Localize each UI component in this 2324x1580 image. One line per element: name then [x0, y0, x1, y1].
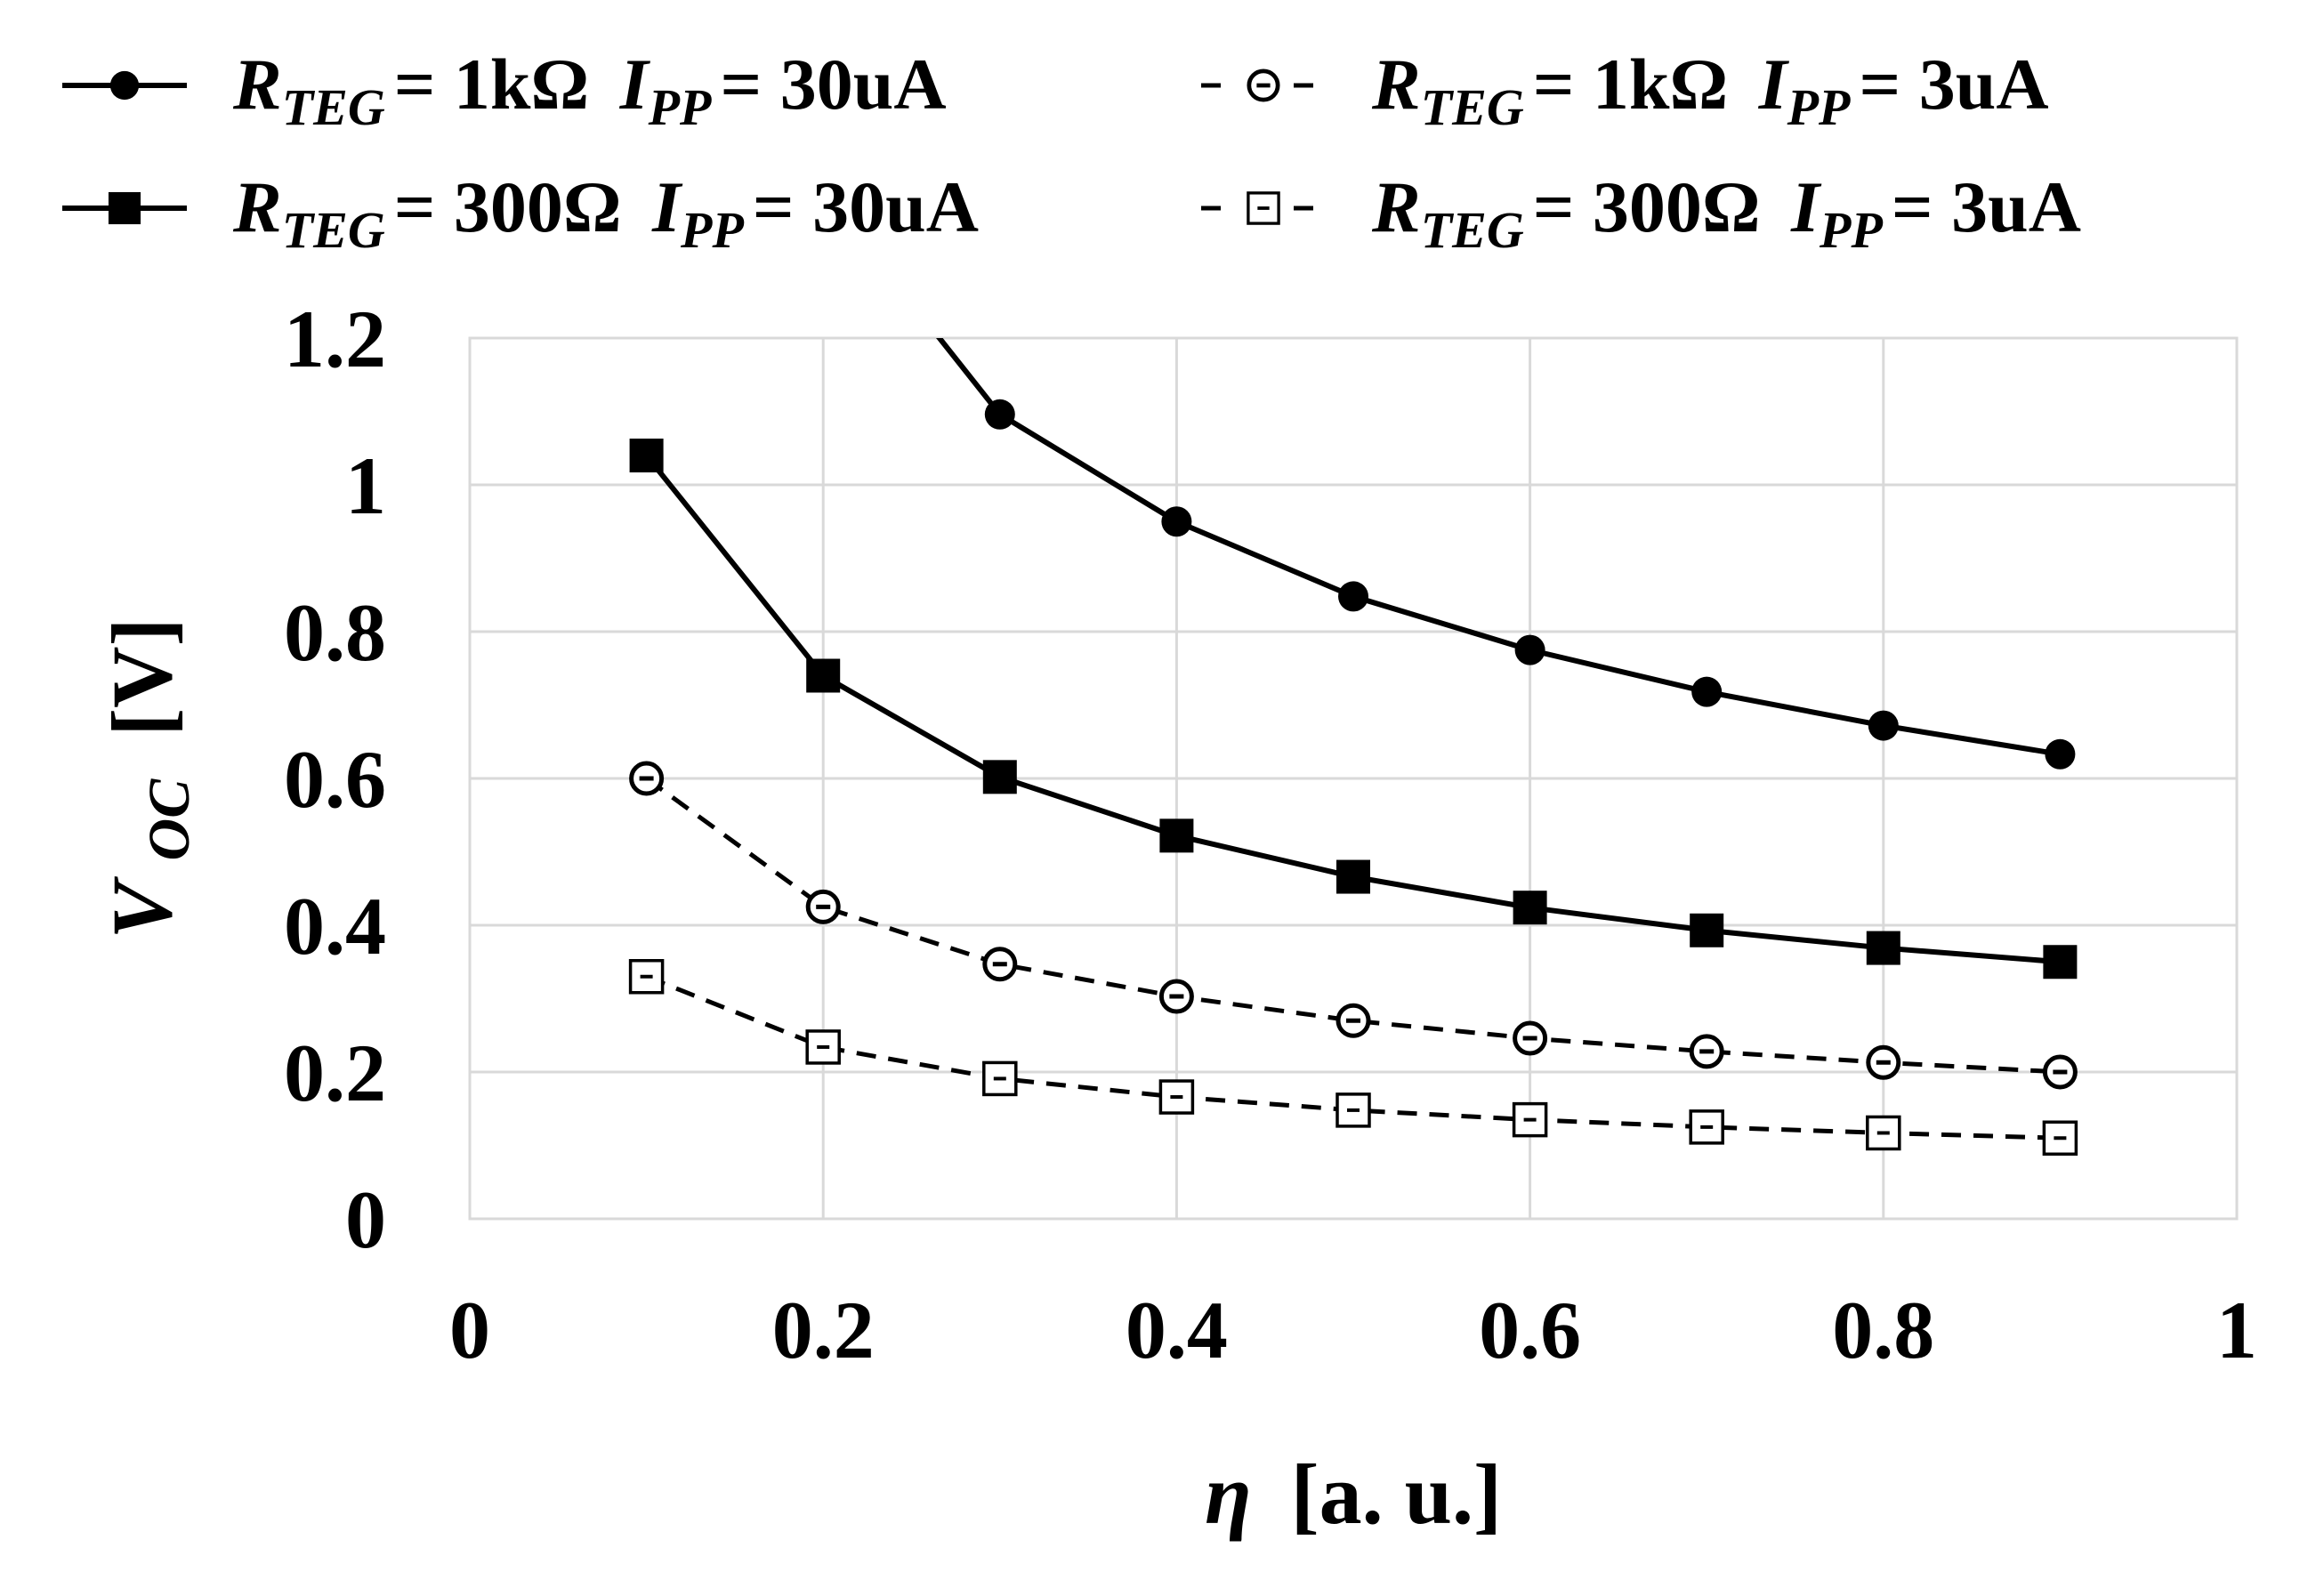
data-point-s1 [1161, 506, 1192, 537]
data-point-s2 [1158, 979, 1194, 1014]
data-point-s1 [1691, 676, 1723, 707]
legend-item-4: RTEG = 300Ω IPP = 3uA [1201, 166, 2081, 259]
y-tick-label: 0 [345, 1174, 386, 1265]
data-point-s4 [1689, 1109, 1724, 1145]
data-point-s1 [1514, 634, 1545, 665]
data-point-s2 [982, 947, 1018, 982]
x-axis-unit: [a. u.] [1291, 1447, 1502, 1542]
data-point-s4 [628, 959, 665, 995]
legend-label: RTEG = 300Ω IPP = 3uA [1371, 166, 2081, 259]
legend-marker [108, 191, 141, 225]
series-line-4 [645, 974, 2061, 1141]
x-tick-label: 1 [2216, 1285, 2257, 1375]
data-point-s1 [2045, 738, 2076, 770]
legend-label: RTEG = 1kΩ IPP = 3uA [1371, 44, 2049, 136]
data-point-s2 [1335, 1003, 1371, 1038]
legend-marker [1247, 191, 1280, 225]
legend-marker [109, 70, 140, 101]
y-tick-label: 0.6 [284, 734, 386, 825]
data-point-s2 [2042, 1054, 2078, 1090]
x-tick-label: 0 [449, 1285, 490, 1375]
data-point-s2 [1689, 1034, 1724, 1069]
legend-item-3: RTEG = 300Ω IPP = 30uA [62, 166, 979, 259]
y-tick-label: 1.2 [284, 294, 386, 384]
data-point-s4 [2042, 1120, 2078, 1156]
data-point-s4 [982, 1060, 1018, 1097]
y-tick-label: 0.4 [284, 881, 386, 971]
data-point-s3 [1513, 891, 1547, 925]
data-point-s4 [1335, 1092, 1371, 1128]
data-point-s3 [2043, 945, 2078, 979]
x-tick-labels: 0 0.2 0.4 0.6 0.8 1 [449, 1285, 2257, 1375]
data-point-s4 [1866, 1115, 1901, 1151]
x-axis-symbol: η [1205, 1447, 1252, 1542]
data-point-s2 [1513, 1020, 1548, 1056]
data-point-s4 [1512, 1101, 1548, 1138]
x-tick-label: 0.6 [1479, 1285, 1581, 1375]
series-line-2 [645, 776, 2061, 1075]
data-point-s2 [629, 761, 665, 796]
x-axis-title: η [a. u.] [1205, 1447, 1502, 1542]
y-axis-symbol: V [94, 875, 190, 939]
y-axis-title: V OC [V] [94, 618, 207, 939]
legend-item-2: RTEG = 1kΩ IPP = 3uA [1201, 44, 2049, 136]
y-tick-label: 1 [345, 440, 386, 531]
y-tick-label: 0.2 [284, 1028, 386, 1118]
data-point-s3 [1690, 913, 1724, 947]
x-tick-label: 0.8 [1832, 1285, 1934, 1375]
data-point-s4 [1158, 1079, 1195, 1115]
legend-marker [1247, 69, 1280, 102]
data-point-s1 [1338, 581, 1368, 612]
y-axis-subscript: OC [137, 778, 202, 861]
data-point-s3 [806, 658, 841, 693]
markers-layer [628, 399, 2078, 1156]
y-tick-label: 0.8 [284, 587, 386, 678]
x-tick-label: 0.4 [1126, 1285, 1228, 1375]
data-point-s3 [1336, 859, 1370, 894]
legend-label: RTEG = 1kΩ IPP = 30uA [232, 44, 947, 136]
data-point-s3 [1866, 931, 1900, 965]
data-point-s3 [1159, 818, 1194, 853]
legend-item-1: RTEG = 1kΩ IPP = 30uA [62, 44, 947, 136]
y-tick-labels: 0 0.2 0.4 0.6 0.8 1 1.2 [284, 294, 386, 1265]
data-point-s3 [982, 760, 1017, 794]
y-axis-unit: [V] [94, 618, 190, 737]
data-point-s1 [984, 399, 1015, 430]
legend-label: RTEG = 300Ω IPP = 30uA [232, 166, 979, 259]
data-point-s3 [629, 439, 664, 472]
data-point-s2 [805, 889, 841, 924]
data-point-s2 [1866, 1044, 1901, 1080]
legend: RTEG = 1kΩ IPP = 30uA RTEG = 1kΩ IPP = 3uA RTE… [62, 44, 2081, 259]
x-tick-label: 0.2 [772, 1285, 875, 1375]
data-point-s1 [1868, 710, 1899, 741]
data-point-s4 [805, 1029, 841, 1065]
